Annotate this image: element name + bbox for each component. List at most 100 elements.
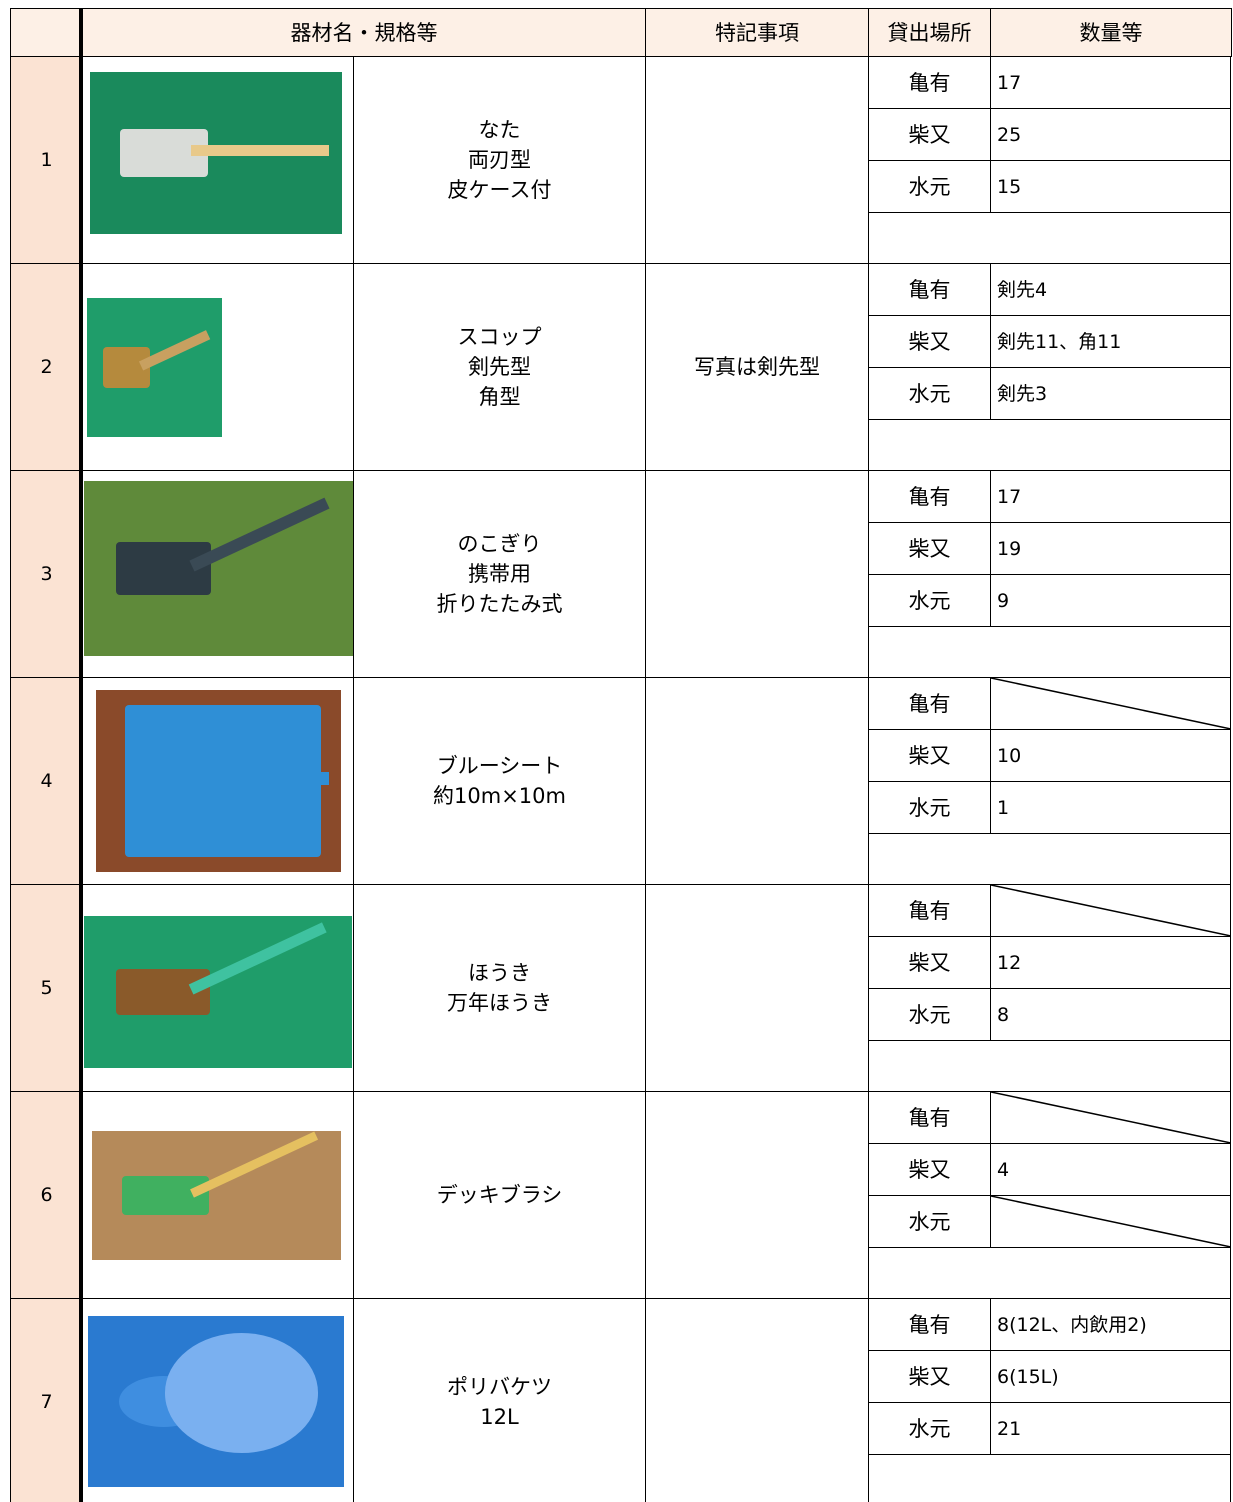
diagonal [991,885,1231,936]
quantity: 9 [990,574,1231,627]
quantity: 10 [990,729,1231,782]
note [645,470,869,678]
place: 亀有 [868,263,991,316]
name-line: ポリバケツ [447,1375,552,1399]
item-name: ほうき 万年ほうき [353,884,646,1092]
tool-handle [194,771,329,785]
name-line: 剣先型 [468,355,531,379]
note [645,56,869,264]
quantity-none [990,677,1231,730]
quantity: 17 [990,470,1231,523]
quantity: 6(15L) [990,1350,1231,1403]
place: 柴又 [868,1143,991,1196]
name-line: ほうき [468,961,531,985]
quantity: 15 [990,160,1231,213]
place: 亀有 [868,677,991,730]
place: 亀有 [868,470,991,523]
quantity: 17 [990,56,1231,109]
name-line: 角型 [478,385,521,409]
row-number: 1 [10,56,83,264]
row-number: 3 [10,470,83,678]
item-name: デッキブラシ [353,1091,646,1299]
name-line: 約10m×10m [433,784,566,808]
blank [868,626,1231,678]
item-name: ポリバケツ 12L [353,1298,646,1502]
header-cell [10,8,83,57]
row-number: 2 [10,263,83,471]
quantity-none [990,884,1231,937]
place: 亀有 [868,884,991,937]
quantity-none [990,1091,1231,1144]
row-number: 4 [10,677,83,885]
name-line: 折りたたみ式 [436,592,563,616]
blank [868,833,1231,885]
name-line: 12L [480,1405,519,1429]
blank [868,1247,1231,1299]
blank [868,419,1231,471]
quantity: 12 [990,936,1231,989]
quantity: 19 [990,522,1231,575]
quantity: 25 [990,108,1231,161]
place: 亀有 [868,56,991,109]
place: 亀有 [868,1091,991,1144]
header-cell: 貸出場所 [868,8,991,57]
item-name: のこぎり 携帯用 折りたたみ式 [353,470,646,678]
note [645,677,869,885]
quantity: 剣先3 [990,367,1231,420]
place: 水元 [868,160,991,213]
row-number: 6 [10,1091,83,1299]
tool-handle [164,1333,319,1453]
photo [84,481,354,656]
place: 水元 [868,574,991,627]
item-name: ブルーシート 約10m×10m [353,677,646,885]
quantity: 8(12L、内飲用2) [990,1298,1231,1351]
photo [88,1316,344,1487]
place: 水元 [868,781,991,834]
tool-handle [189,1131,318,1198]
note [645,1298,869,1502]
place: 水元 [868,367,991,420]
place: 柴又 [868,108,991,161]
place: 水元 [868,1402,991,1455]
name-line: 両刃型 [468,148,531,172]
blank [868,212,1231,264]
tool-handle [189,497,330,572]
item-name: なた 両刃型 皮ケース付 [353,56,646,264]
note [645,1091,869,1299]
tool-handle [190,144,330,157]
photo [96,690,341,872]
row-number: 5 [10,884,83,1092]
photo [84,916,352,1068]
quantity: 剣先11、角11 [990,315,1231,368]
quantity: 21 [990,1402,1231,1455]
diagonal [991,1196,1231,1247]
quantity: 8 [990,988,1231,1041]
place: 柴又 [868,729,991,782]
name-line: デッキブラシ [436,1183,563,1207]
name-line: のこぎり [457,532,542,556]
header-cell: 特記事項 [645,8,869,57]
divider [79,8,83,1502]
quantity-none [990,1195,1231,1248]
photo [90,72,342,234]
tool-handle [188,922,328,995]
place: 水元 [868,988,991,1041]
diagonal [991,1092,1231,1143]
name-line: スコップ [457,325,542,349]
place: 亀有 [868,1298,991,1351]
name-line: 皮ケース付 [447,178,552,202]
blank [868,1454,1231,1502]
note: 写真は剣先型 [645,263,869,471]
place: 水元 [868,1195,991,1248]
quantity: 4 [990,1143,1231,1196]
name-line: ブルーシート [436,754,563,778]
quantity: 1 [990,781,1231,834]
header-cell: 数量等 [990,8,1232,57]
place: 柴又 [868,936,991,989]
diagonal [991,678,1231,729]
place: 柴又 [868,1350,991,1403]
name-line: 万年ほうき [447,991,552,1015]
photo [87,298,222,437]
place: 柴又 [868,522,991,575]
